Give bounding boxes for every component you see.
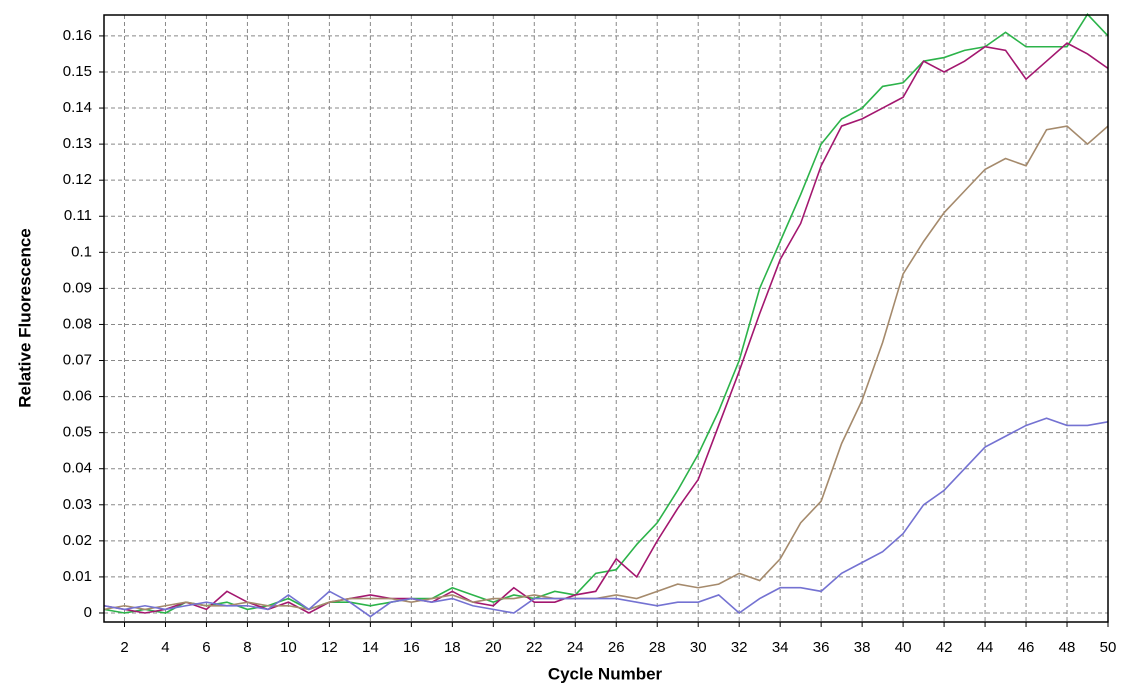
y-tick-label: 0.07 [63, 351, 92, 368]
y-tick-label: 0.04 [63, 460, 92, 477]
series-line [103, 417, 1109, 618]
y-tick-label: 0.03 [63, 496, 92, 513]
x-tick-label: 36 [813, 639, 830, 656]
series-line [103, 12, 1109, 614]
x-tick-label: 34 [772, 639, 789, 656]
y-tick-label: 0.15 [63, 63, 92, 80]
x-tick-label: 40 [895, 639, 912, 656]
y-tick-label: 0.12 [63, 171, 92, 188]
y-tick-label: 0.08 [63, 315, 92, 332]
y-tick-label: 0.09 [63, 279, 92, 296]
x-tick-label: 2 [120, 639, 128, 656]
x-tick-label: 14 [362, 639, 379, 656]
x-axis-label: Cycle Number [548, 664, 663, 683]
x-tick-label: 32 [731, 639, 748, 656]
y-tick-label: 0.14 [63, 99, 92, 116]
x-tick-label: 16 [403, 639, 420, 656]
y-tick-label: 0.01 [63, 568, 92, 585]
plot-frame [103, 14, 1109, 623]
y-tick-label: 0 [84, 604, 92, 621]
x-tick-label: 42 [936, 639, 953, 656]
y-tick-label: 0.11 [64, 207, 92, 224]
y-tick-label: 0.13 [63, 135, 92, 152]
series-line [103, 42, 1109, 614]
x-tick-label: 20 [485, 639, 502, 656]
x-tick-label: 28 [649, 639, 666, 656]
series-line [103, 125, 1109, 611]
y-axis-label: Relative Fluorescence [15, 228, 34, 408]
x-tick-label: 46 [1018, 639, 1035, 656]
x-tick-label: 38 [854, 639, 871, 656]
x-tick-label: 24 [567, 639, 584, 656]
x-tick-label: 44 [977, 639, 994, 656]
x-tick-label: 22 [526, 639, 543, 656]
x-tick-label: 8 [243, 639, 251, 656]
x-tick-label: 4 [161, 639, 169, 656]
y-tick-label: 0.06 [63, 388, 92, 405]
x-tick-label: 48 [1059, 639, 1076, 656]
y-tick-label: 0.02 [63, 532, 92, 549]
x-tick-label: 12 [321, 639, 338, 656]
x-tick-label: 18 [444, 639, 461, 656]
y-tick-label: 0.05 [63, 424, 92, 441]
x-tick-label: 30 [690, 639, 707, 656]
y-tick-label: 0.16 [63, 27, 92, 44]
x-tick-label: 6 [202, 639, 210, 656]
y-tick-label: 0.1 [71, 243, 92, 260]
x-tick-label: 50 [1100, 639, 1117, 656]
x-tick-label: 26 [608, 639, 625, 656]
x-tick-label: 10 [280, 639, 297, 656]
